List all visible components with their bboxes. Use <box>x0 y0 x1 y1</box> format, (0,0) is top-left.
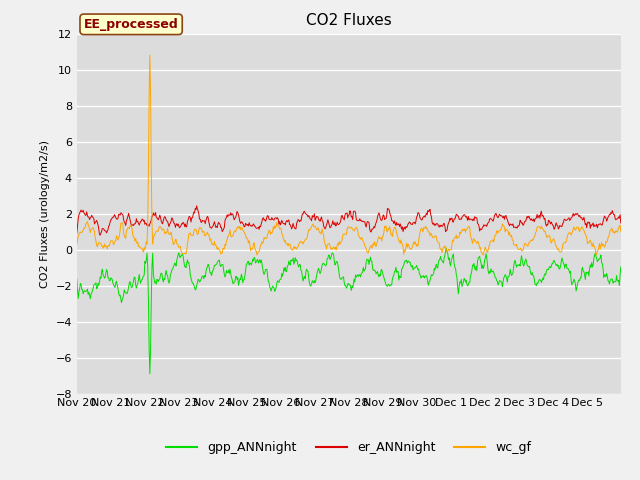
er_ANNnight <box>238 219 246 225</box>
gpp_ANNnight <box>137 280 145 286</box>
Line: gpp_ANNnight: gpp_ANNnight <box>77 248 621 374</box>
wc_gf <box>436 245 444 251</box>
er_ANNnight <box>193 203 200 209</box>
gpp_ANNnight <box>264 279 272 285</box>
er_ANNnight <box>285 222 293 228</box>
wc_gf <box>406 245 413 251</box>
er_ANNnight <box>406 220 414 226</box>
er_ANNnight <box>265 216 273 222</box>
Text: EE_processed: EE_processed <box>84 18 179 31</box>
Y-axis label: CO2 Fluxes (urology/m2/s): CO2 Fluxes (urology/m2/s) <box>40 140 50 288</box>
gpp_ANNnight <box>237 271 245 277</box>
Legend: gpp_ANNnight, er_ANNnight, wc_gf: gpp_ANNnight, er_ANNnight, wc_gf <box>161 436 536 459</box>
Line: er_ANNnight: er_ANNnight <box>77 206 621 235</box>
wc_gf <box>264 230 272 236</box>
gpp_ANNnight <box>146 371 154 377</box>
gpp_ANNnight <box>73 276 81 282</box>
gpp_ANNnight <box>406 260 413 265</box>
Line: wc_gf: wc_gf <box>77 55 621 255</box>
er_ANNnight <box>437 224 445 229</box>
er_ANNnight <box>138 218 145 224</box>
wc_gf <box>137 245 145 251</box>
wc_gf <box>617 229 625 235</box>
er_ANNnight <box>97 232 104 238</box>
Title: CO2 Fluxes: CO2 Fluxes <box>306 13 392 28</box>
gpp_ANNnight <box>617 264 625 270</box>
wc_gf <box>285 241 292 247</box>
wc_gf <box>73 241 81 247</box>
gpp_ANNnight <box>285 258 292 264</box>
gpp_ANNnight <box>436 256 444 262</box>
er_ANNnight <box>617 220 625 226</box>
er_ANNnight <box>73 230 81 236</box>
wc_gf <box>146 52 154 58</box>
wc_gf <box>479 252 487 258</box>
wc_gf <box>237 225 245 231</box>
gpp_ANNnight <box>442 245 450 251</box>
